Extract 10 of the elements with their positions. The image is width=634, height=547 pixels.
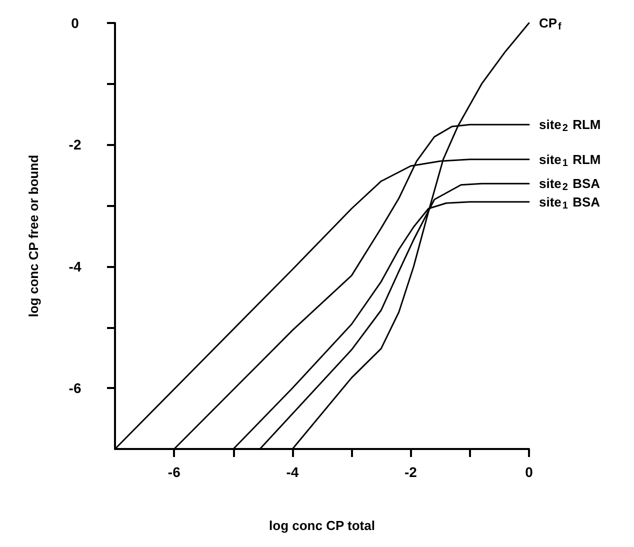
x-tick-label: -4 bbox=[286, 464, 299, 480]
x-tick-label: -2 bbox=[404, 464, 418, 480]
y-tick-label: -2 bbox=[68, 136, 82, 153]
y-axis-title: log conc CP free or bound bbox=[26, 154, 41, 318]
y-tick-label: -4 bbox=[68, 258, 82, 274]
y-tick-label: 0 bbox=[71, 15, 80, 31]
y-tick-label: -6 bbox=[68, 380, 82, 396]
x-tick-label: -6 bbox=[168, 464, 181, 480]
x-axis-title: log conc CP total bbox=[269, 518, 375, 533]
x-tick-label: 0 bbox=[525, 464, 534, 480]
